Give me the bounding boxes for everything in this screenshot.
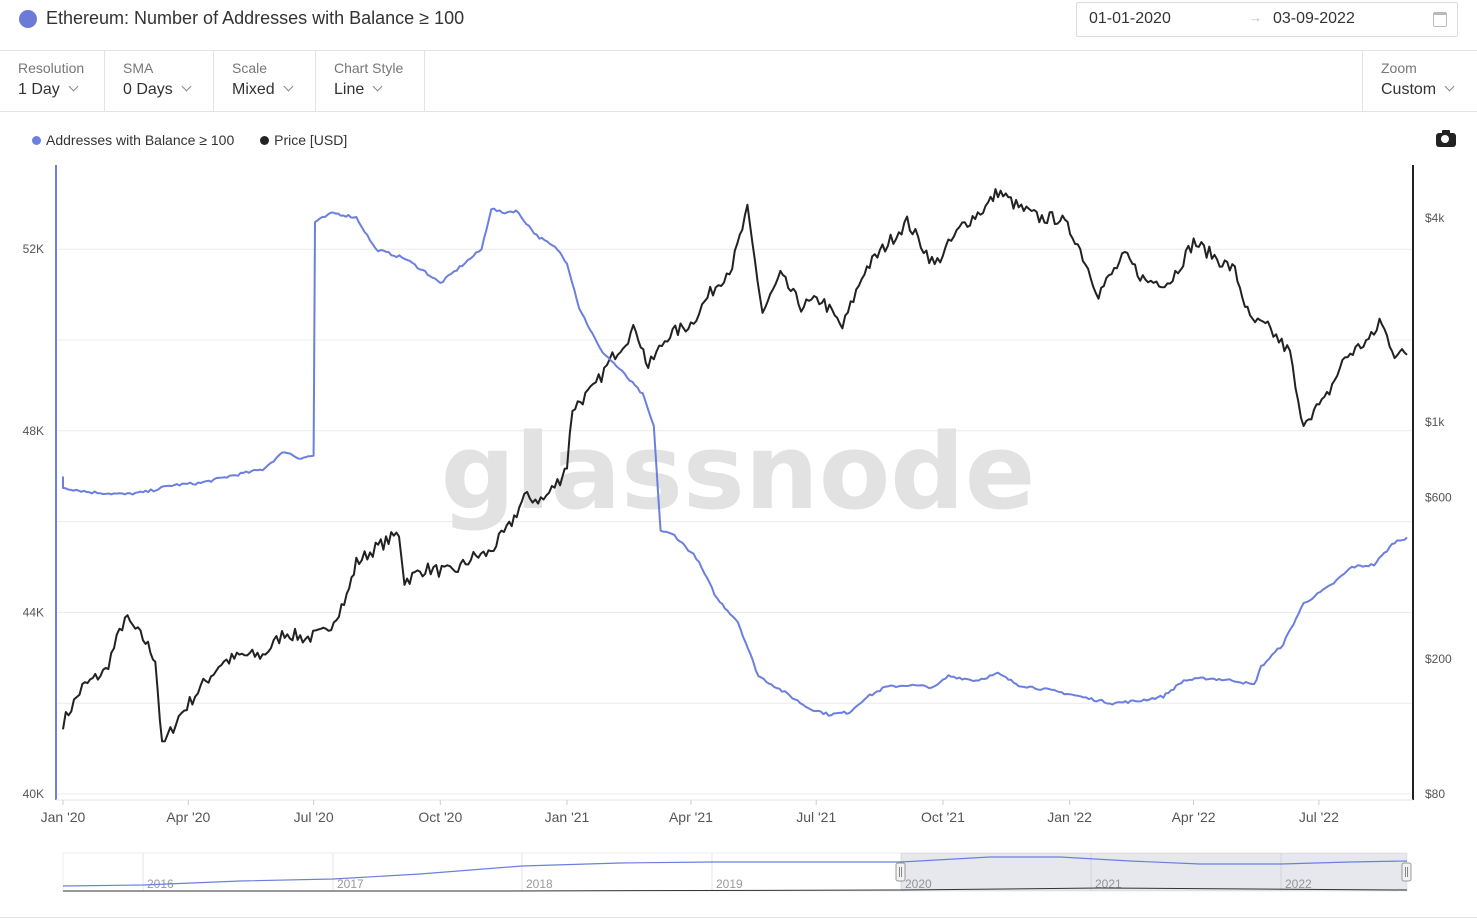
x-tick-label: Apr '21 (669, 809, 713, 825)
x-tick-label: Jul '22 (1299, 809, 1339, 825)
y-left-tick-label: 40K (23, 787, 44, 801)
navigator-series-line (62, 856, 1408, 887)
x-tick-label: Apr '22 (1172, 809, 1216, 825)
legend-dot-icon (32, 136, 41, 145)
y-left-tick-label: 52K (23, 242, 44, 256)
navigator-selection (901, 853, 1407, 891)
navigator-price-line (63, 887, 1408, 892)
price-series-line (62, 188, 1408, 743)
resolution-label: Resolution (18, 60, 85, 76)
scale-label: Scale (232, 60, 268, 76)
sma-value: 0 Days (123, 81, 192, 99)
sma-label: SMA (123, 60, 154, 76)
divider (0, 917, 1477, 918)
sma-dropdown[interactable]: SMA 0 Days (105, 51, 214, 111)
navigator-frame (62, 852, 1408, 892)
resolution-value: 1 Day (18, 81, 79, 99)
date-range-picker[interactable]: 01-01-2020 → 03-09-2022 (1076, 2, 1458, 37)
chart-style-label: Chart Style (334, 60, 404, 76)
chart-legend: Addresses with Balance ≥ 100 Price [USD] (32, 132, 369, 148)
y-right-tick-label: $4k (1425, 211, 1445, 225)
navigator-year-label: 2018 (526, 877, 553, 891)
y-left-tick-label: 48K (23, 424, 44, 438)
zoom-value: Custom (1381, 81, 1455, 99)
y-right-tick-label: $600 (1425, 490, 1452, 504)
chart-style-value: Line (334, 81, 383, 99)
legend-item-price[interactable]: Price [USD] (260, 132, 347, 148)
navigator-handle-right[interactable] (1401, 862, 1412, 882)
resolution-dropdown[interactable]: Resolution 1 Day (0, 51, 105, 111)
arrow-right-icon: → (1249, 10, 1262, 25)
navigator-year-label: 2020 (905, 877, 932, 891)
y-right-tick-label: $80 (1425, 787, 1445, 801)
date-to-input[interactable]: 03-09-2022 (1273, 10, 1355, 27)
scale-dropdown[interactable]: Scale Mixed (214, 51, 316, 111)
zoom-dropdown[interactable]: Zoom Custom (1362, 51, 1477, 111)
x-tick-label: Jan '20 (41, 809, 86, 825)
navigator-year-label: 2019 (716, 877, 743, 891)
chart-style-dropdown[interactable]: Chart Style Line (316, 51, 425, 111)
page-title: Ethereum: Number of Addresses with Balan… (46, 8, 465, 28)
navigator-year-label: 2021 (1095, 877, 1122, 891)
navigator-handle-left[interactable] (895, 862, 906, 882)
x-tick-label: Jul '20 (294, 809, 334, 825)
x-tick-label: Jul '21 (796, 809, 836, 825)
zoom-label: Zoom (1381, 60, 1417, 76)
watermark: glassnode (441, 411, 1036, 533)
addresses-series-line (62, 207, 1408, 717)
legend-dot-icon (260, 136, 270, 145)
x-tick-label: Oct '20 (418, 809, 462, 825)
x-tick-label: Jan '22 (1047, 809, 1092, 825)
y-right-tick-label: $1k (1425, 415, 1445, 429)
legend-item-addresses[interactable]: Addresses with Balance ≥ 100 (32, 132, 234, 148)
navigator-year-label: 2022 (1285, 877, 1312, 891)
scale-value: Mixed (232, 81, 294, 99)
date-from-input[interactable]: 01-01-2020 (1089, 10, 1171, 27)
y-right-tick-label: $200 (1425, 652, 1452, 666)
y-left-tick-label: 44K (23, 605, 44, 619)
ethereum-icon (19, 10, 37, 28)
x-tick-label: Apr '20 (166, 809, 210, 825)
calendar-icon[interactable] (1433, 12, 1447, 27)
chart-toolbar: Resolution 1 Day SMA 0 Days Scale Mixed … (0, 51, 1477, 112)
chart-header: Ethereum: Number of Addresses with Balan… (0, 0, 1477, 51)
camera-icon[interactable] (1436, 130, 1456, 147)
x-tick-label: Oct '21 (921, 809, 965, 825)
x-tick-label: Jan '21 (545, 809, 590, 825)
navigator-year-label: 2017 (337, 877, 364, 891)
